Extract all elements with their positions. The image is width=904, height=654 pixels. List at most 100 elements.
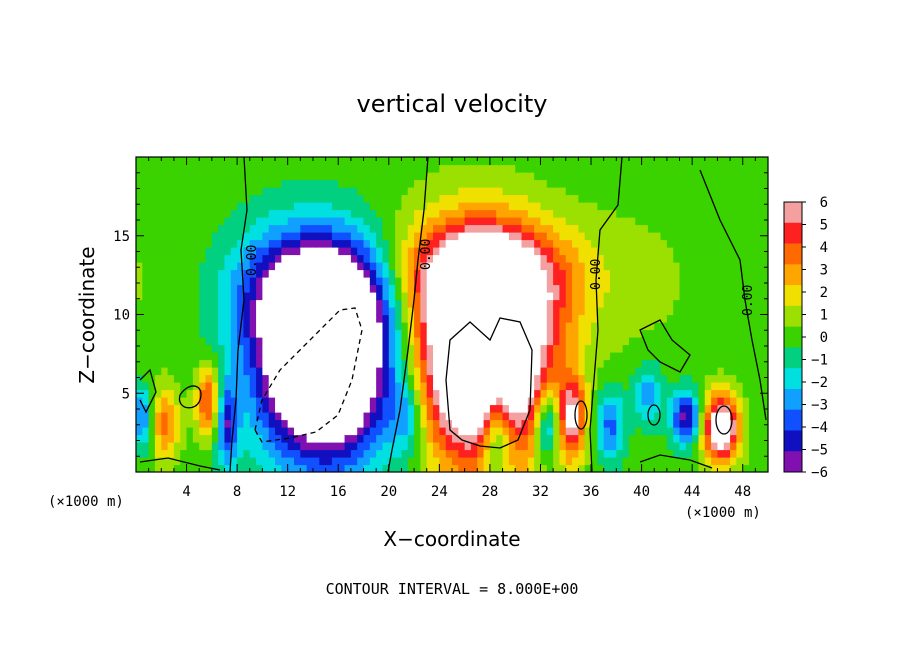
field-cell xyxy=(755,389,763,398)
field-cell xyxy=(584,322,592,331)
field-cell xyxy=(186,464,194,472)
field-cell xyxy=(673,179,681,188)
field-cell xyxy=(711,172,719,181)
field-cell xyxy=(603,202,611,211)
field-cell xyxy=(603,314,611,323)
field-cell xyxy=(249,352,257,361)
field-cell xyxy=(401,254,409,263)
field-cell xyxy=(534,404,542,413)
field-cell xyxy=(742,457,750,466)
field-cell xyxy=(458,217,466,226)
field-cell xyxy=(452,359,459,368)
field-cell xyxy=(635,157,643,166)
field-cell xyxy=(470,359,478,368)
field-cell xyxy=(723,404,731,413)
field-cell xyxy=(218,412,226,421)
field-cell xyxy=(173,427,181,436)
field-cell xyxy=(312,269,320,278)
field-cell xyxy=(502,329,510,338)
field-cell xyxy=(692,157,700,166)
field-cell xyxy=(388,262,396,271)
field-cell xyxy=(294,307,301,316)
field-cell xyxy=(338,434,346,443)
field-cell xyxy=(515,239,523,248)
field-cell xyxy=(445,254,453,263)
field-cell xyxy=(363,224,371,233)
field-cell xyxy=(641,164,649,173)
field-cell xyxy=(407,367,415,376)
field-cell xyxy=(401,322,409,331)
field-cell xyxy=(635,224,643,233)
field-cell xyxy=(192,224,200,233)
field-cell xyxy=(742,179,750,188)
field-cell xyxy=(666,337,674,346)
field-cell xyxy=(363,464,371,472)
field-cell xyxy=(319,382,327,391)
field-cell xyxy=(635,202,643,211)
field-cell xyxy=(401,187,409,196)
field-cell xyxy=(211,292,219,301)
field-cell xyxy=(249,269,257,278)
field-cell xyxy=(527,187,535,196)
field-cell xyxy=(692,284,700,293)
field-cell xyxy=(350,247,358,256)
field-cell xyxy=(382,179,390,188)
field-cell xyxy=(679,247,687,256)
field-cell xyxy=(483,412,491,421)
field-cell xyxy=(515,374,523,383)
field-cell xyxy=(647,172,655,181)
field-cell xyxy=(154,179,162,188)
field-cell xyxy=(540,284,548,293)
y-tick-label: 15 xyxy=(113,229,130,245)
field-cell xyxy=(331,329,339,338)
field-cell xyxy=(357,164,365,173)
field-cell xyxy=(249,434,257,443)
field-cell xyxy=(464,382,472,391)
field-cell xyxy=(704,359,712,368)
field-cell xyxy=(243,187,251,196)
field-cell xyxy=(439,217,447,226)
field-cell xyxy=(395,322,403,331)
field-cell xyxy=(363,284,371,293)
field-cell xyxy=(711,262,719,271)
field-cell xyxy=(363,299,371,308)
field-cell xyxy=(439,442,447,451)
field-cell xyxy=(294,322,301,331)
field-cell xyxy=(673,224,681,233)
field-cell xyxy=(211,374,219,383)
field-cell xyxy=(426,187,434,196)
field-cell xyxy=(584,157,592,166)
field-cell xyxy=(262,224,270,233)
field-cell xyxy=(382,254,390,263)
field-cell xyxy=(628,427,636,436)
field-cell xyxy=(338,419,346,428)
field-cell xyxy=(167,322,175,331)
field-cell xyxy=(414,224,421,233)
field-cell xyxy=(331,299,339,308)
field-cell xyxy=(275,187,282,196)
field-cell xyxy=(256,292,263,301)
field-cell xyxy=(458,262,466,271)
field-cell xyxy=(445,157,453,166)
field-cell xyxy=(344,172,352,181)
field-cell xyxy=(388,232,396,241)
field-cell xyxy=(603,269,611,278)
field-cell xyxy=(534,397,542,406)
field-cell xyxy=(173,284,181,293)
field-cell xyxy=(521,172,529,181)
field-cell xyxy=(243,224,251,233)
field-cell xyxy=(534,307,542,316)
field-cell xyxy=(294,427,301,436)
field-cell xyxy=(167,157,175,166)
field-cell xyxy=(591,262,598,271)
field-cell xyxy=(445,194,453,203)
field-cell xyxy=(572,457,579,466)
field-cell xyxy=(136,374,143,383)
field-cell xyxy=(540,329,548,338)
field-cell xyxy=(306,389,314,398)
field-cell xyxy=(496,172,504,181)
field-cell xyxy=(433,464,440,472)
field-cell xyxy=(382,344,390,353)
field-cell xyxy=(363,412,371,421)
field-cell xyxy=(306,412,314,421)
